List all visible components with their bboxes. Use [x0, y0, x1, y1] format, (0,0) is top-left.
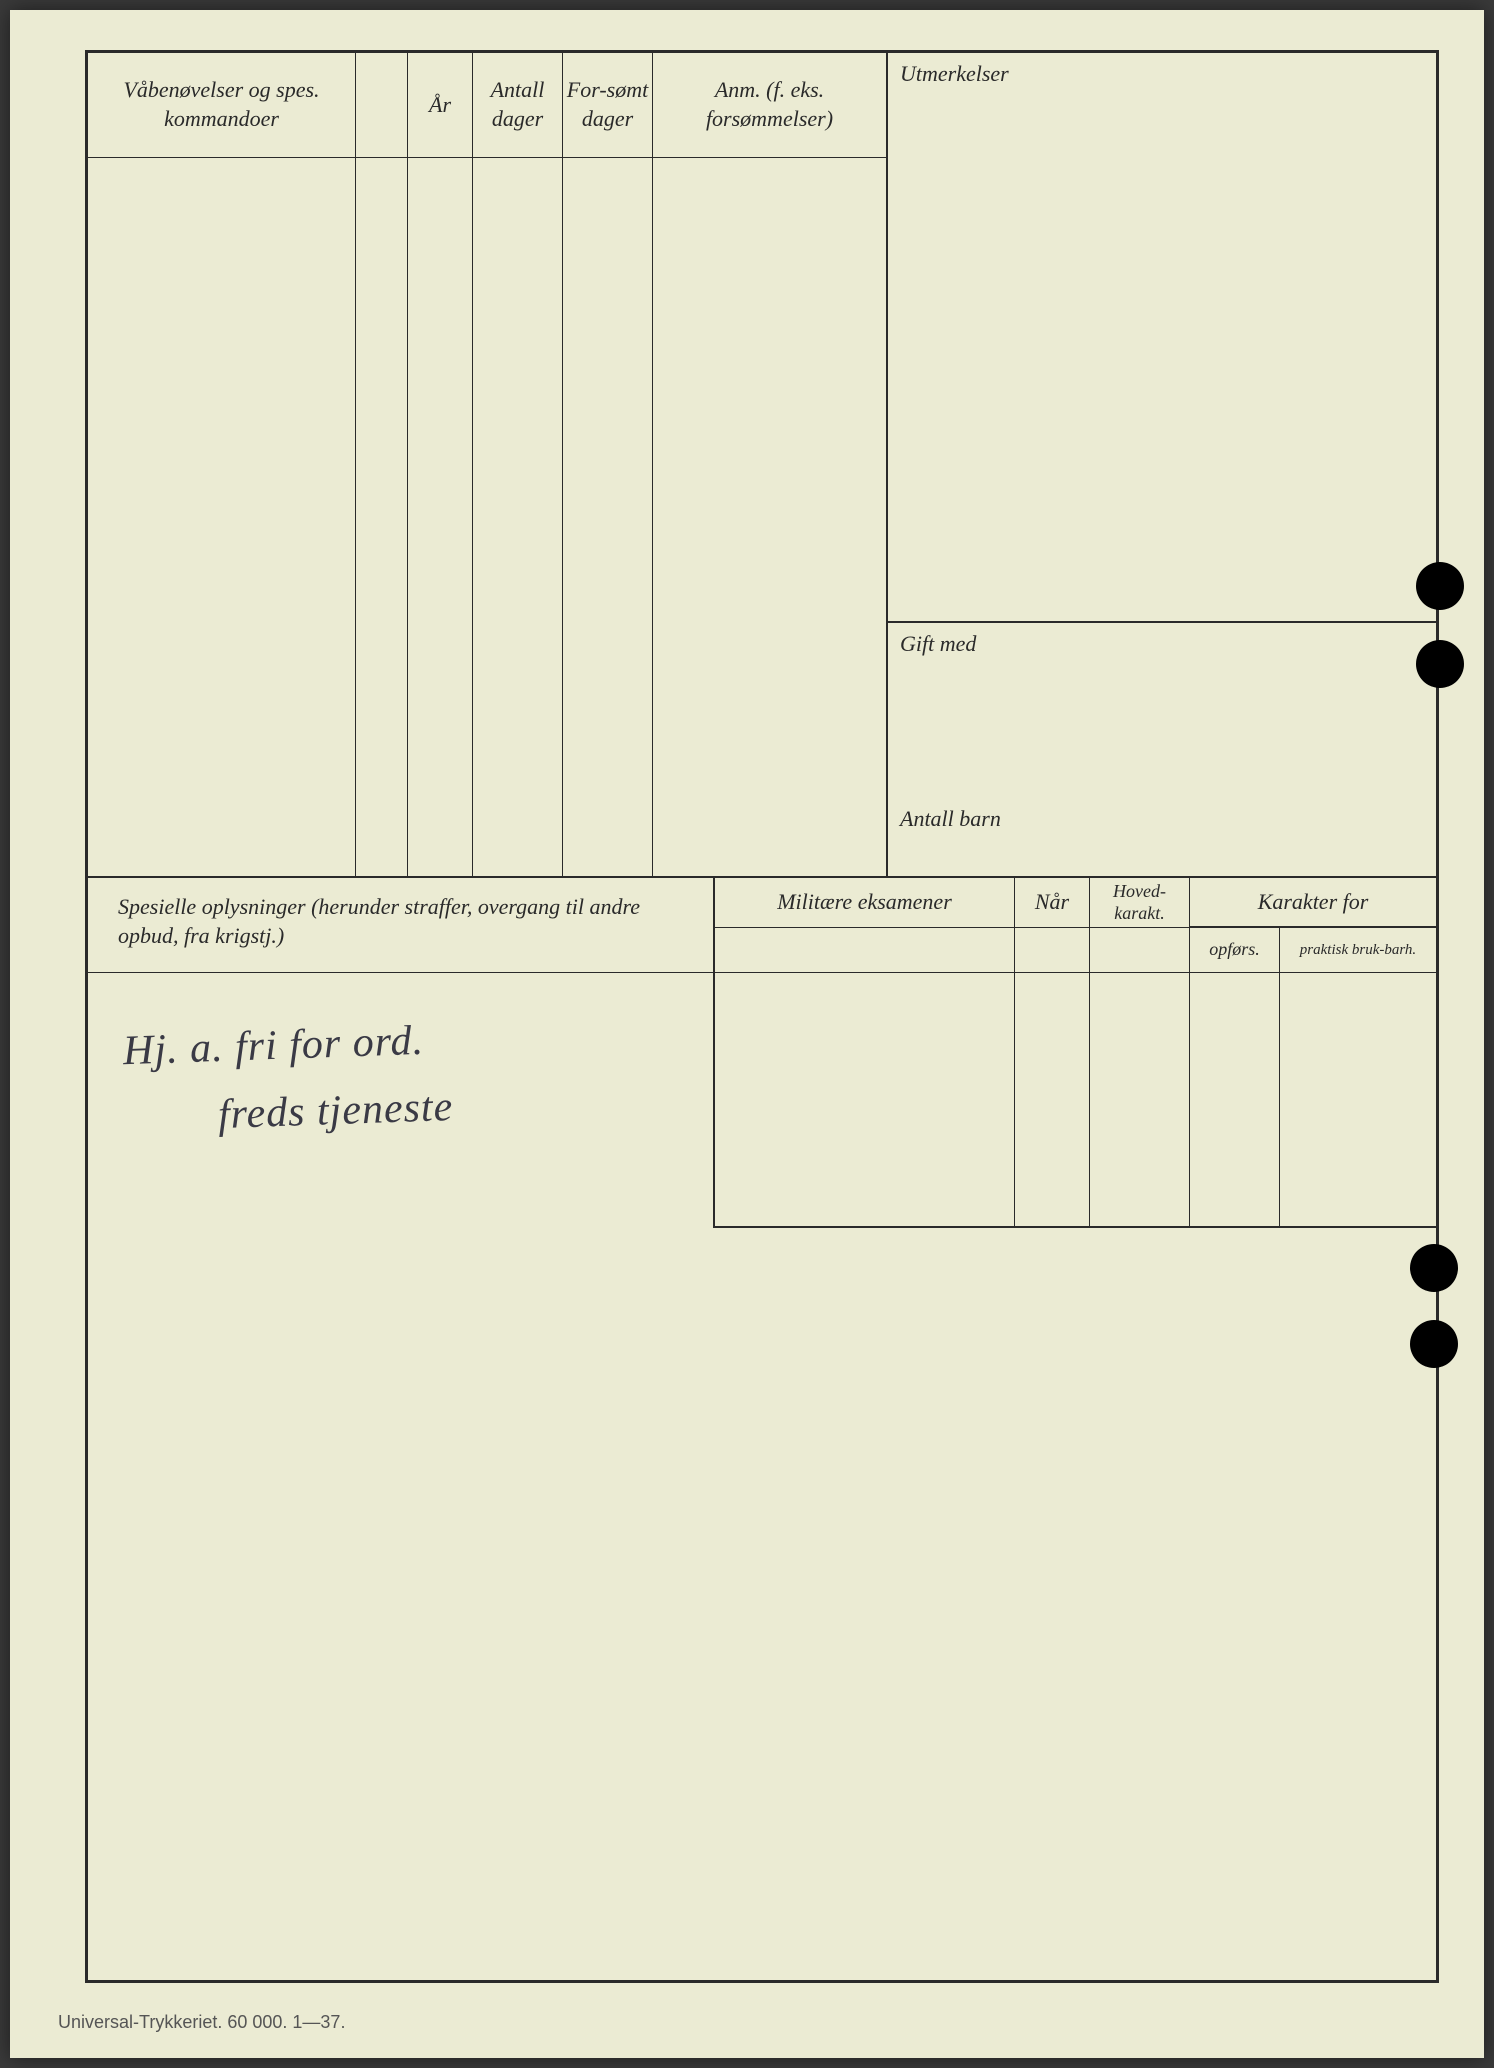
handwriting-line1: Hj. a. fri for ord.: [122, 1008, 425, 1086]
body-col-forsomt: [563, 158, 653, 878]
gift-med-label: Gift med: [888, 623, 1436, 665]
form-border: Våbenøvelser og spes. kommandoer År Anta…: [85, 50, 1439, 1983]
header-forsomt: For-sømt dager: [563, 53, 653, 157]
body-eksamener: [715, 973, 1015, 1228]
eksamener-header-row2: opførs. praktisk bruk-barh.: [715, 928, 1436, 973]
header-nar-label: Når: [1035, 888, 1069, 917]
subheader-praktisk-label: praktisk bruk-barh.: [1300, 941, 1416, 959]
document-page: Våbenøvelser og spes. kommandoer År Anta…: [10, 10, 1484, 2058]
punch-hole: [1416, 640, 1464, 688]
subheader-hoved: [1090, 928, 1190, 972]
body-opfors: [1190, 973, 1280, 1228]
middle-section: Spesielle oplysninger (herunder straffer…: [88, 878, 1436, 1228]
header-vaben-label: Våbenøvelser og spes. kommandoer: [88, 76, 355, 133]
header-forsomt-label: For-sømt dager: [563, 76, 652, 133]
spesielle-section: Spesielle oplysninger (herunder straffer…: [88, 878, 713, 1228]
top-right-section: Utmerkelser Gift med Antall barn: [888, 53, 1436, 878]
punch-hole: [1410, 1320, 1458, 1368]
header-anm: Anm. (f. eks. forsømmelser): [653, 53, 886, 157]
header-blank: [356, 53, 408, 157]
utmerkelser-label: Utmerkelser: [888, 53, 1436, 95]
header-anm-label: Anm. (f. eks. forsømmelser): [653, 76, 886, 133]
spesielle-header: Spesielle oplysninger (herunder straffer…: [88, 878, 713, 973]
subheader-nar: [1015, 928, 1090, 972]
header-vaben: Våbenøvelser og spes. kommandoer: [88, 53, 356, 157]
header-hoved-label: Hoved-karakt.: [1090, 881, 1189, 924]
body-col-blank: [356, 158, 408, 878]
header-ar-label: År: [429, 91, 451, 120]
eksamener-header-row1: Militære eksamener Når Hoved-karakt. Kar…: [715, 878, 1436, 928]
antall-barn-label: Antall barn: [888, 798, 1436, 840]
header-antall-label: Antall dager: [473, 76, 562, 133]
body-col-ar: [408, 158, 473, 878]
header-hoved: Hoved-karakt.: [1090, 878, 1190, 927]
body-col-anm: [653, 158, 886, 878]
utmerkelser-section: Utmerkelser: [888, 53, 1436, 623]
header-karakter-label: Karakter for: [1258, 888, 1369, 917]
body-nar: [1015, 973, 1090, 1228]
header-karakter: Karakter for: [1190, 878, 1436, 927]
eksamener-body: [715, 973, 1436, 1228]
antall-barn-section: Antall barn: [888, 798, 1436, 878]
subheader-praktisk: praktisk bruk-barh.: [1280, 928, 1436, 972]
table-body: [88, 158, 886, 878]
body-praktisk: [1280, 973, 1436, 1228]
header-nar: Når: [1015, 878, 1090, 927]
top-left-table: Våbenøvelser og spes. kommandoer År Anta…: [88, 53, 888, 878]
footer-imprint: Universal-Trykkeriet. 60 000. 1—37.: [58, 2012, 345, 2033]
body-col-antall: [473, 158, 563, 878]
header-ar: År: [408, 53, 473, 157]
header-eksamener-label: Militære eksamener: [777, 888, 952, 917]
body-hoved: [1090, 973, 1190, 1228]
spesielle-label: Spesielle oplysninger (herunder straffer…: [118, 893, 683, 950]
punch-hole: [1416, 562, 1464, 610]
eksamener-section: Militære eksamener Når Hoved-karakt. Kar…: [713, 878, 1436, 1228]
subheader-opfors-label: opførs.: [1209, 939, 1260, 961]
gift-med-section: Gift med: [888, 623, 1436, 798]
subheader-opfors: opførs.: [1190, 928, 1280, 972]
punch-hole: [1410, 1244, 1458, 1292]
header-antall: Antall dager: [473, 53, 563, 157]
header-eksamener: Militære eksamener: [715, 878, 1015, 927]
table-header-row: Våbenøvelser og spes. kommandoer År Anta…: [88, 53, 886, 158]
body-col-vaben: [88, 158, 356, 878]
subheader-eksamener: [715, 928, 1015, 972]
handwriting-line2: freds tjeneste: [217, 1074, 454, 1149]
